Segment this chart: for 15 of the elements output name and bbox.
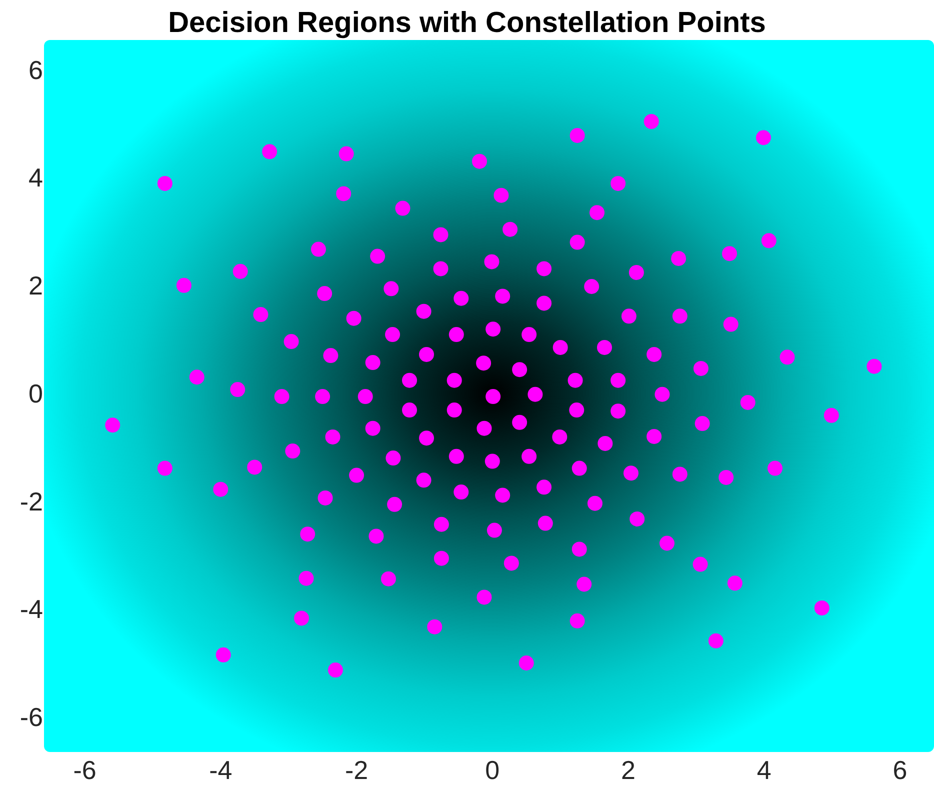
x-tick-label: -2	[344, 755, 368, 785]
y-tick-label: 6	[28, 54, 43, 85]
x-tick-label: 0	[485, 755, 500, 785]
y-tick-label: 4	[28, 162, 43, 193]
y-tick-label: 0	[28, 378, 43, 408]
x-tick-label: -6	[73, 755, 96, 785]
x-tick-label: 2	[621, 755, 636, 785]
y-tick-label: 2	[28, 270, 43, 301]
chart-title: Decision Regions with Constellation Points	[168, 7, 766, 40]
y-tick-label: -4	[20, 594, 43, 624]
y-tick-label: -2	[20, 486, 43, 516]
x-tick-label: -4	[209, 755, 232, 785]
x-tick-label: 6	[892, 755, 908, 785]
y-tick-label: -6	[20, 702, 43, 732]
x-tick-label: 4	[756, 755, 772, 785]
